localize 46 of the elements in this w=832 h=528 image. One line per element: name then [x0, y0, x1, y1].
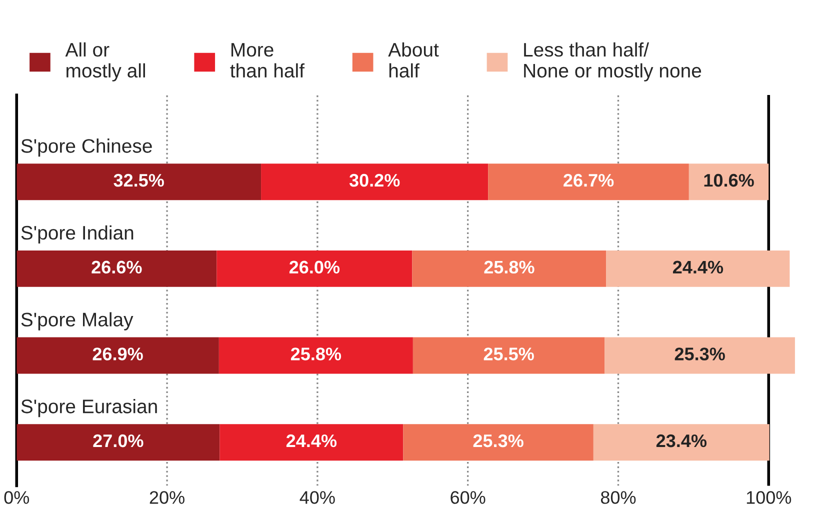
- y-tick-label: S'pore Malay: [21, 312, 134, 330]
- y-tick-label: S'pore Eurasian: [21, 399, 157, 418]
- data-label: 25.8%: [290, 348, 342, 360]
- bar: [216, 250, 412, 287]
- bar: [688, 164, 769, 200]
- bar: [261, 164, 488, 200]
- data-label: 23.4%: [656, 434, 707, 448]
- data-label: 32.5%: [114, 174, 164, 187]
- x-tick-label: 100%: [746, 491, 792, 504]
- data-label: 25.5%: [484, 348, 534, 360]
- bar: [16, 250, 217, 287]
- bar: [218, 337, 413, 374]
- bar: [606, 250, 790, 287]
- bar: [16, 424, 220, 461]
- x-tick-label: 20%: [150, 491, 184, 504]
- bar: [593, 424, 770, 461]
- bar: [604, 337, 795, 374]
- legend-label: All or mostly all: [65, 42, 145, 82]
- x-tick-label: 80%: [600, 491, 636, 504]
- data-label: 26.9%: [92, 348, 143, 360]
- data-label: 26.7%: [564, 174, 614, 187]
- x-tick-label: 60%: [450, 491, 486, 504]
- data-label: 24.4%: [286, 434, 337, 448]
- legend-label: Less than half/ None or mostly none: [524, 42, 702, 82]
- data-label: 30.2%: [349, 174, 400, 187]
- data-label: 10.6%: [704, 174, 754, 187]
- bar: [488, 164, 689, 200]
- data-label: 25.3%: [473, 434, 524, 448]
- data-label: 26.6%: [92, 260, 142, 274]
- bar: [220, 424, 404, 461]
- legend-label: More than half: [230, 43, 305, 78]
- data-label: 24.4%: [672, 260, 724, 274]
- data-label: 27.0%: [93, 434, 144, 448]
- bar: [16, 337, 219, 374]
- bar: [403, 424, 594, 461]
- data-label: 25.3%: [674, 348, 725, 360]
- bar: [412, 337, 605, 374]
- bar: [412, 250, 606, 287]
- x-tick-label: 40%: [300, 491, 335, 504]
- x-tick-label: 0%: [4, 491, 30, 504]
- legend-label: About half: [388, 42, 439, 78]
- data-label: 25.8%: [484, 260, 534, 274]
- y-tick-label: S'pore Chinese: [21, 138, 152, 157]
- bar: [16, 164, 262, 200]
- data-label: 26.0%: [289, 260, 340, 274]
- y-tick-label: S'pore Indian: [21, 225, 134, 244]
